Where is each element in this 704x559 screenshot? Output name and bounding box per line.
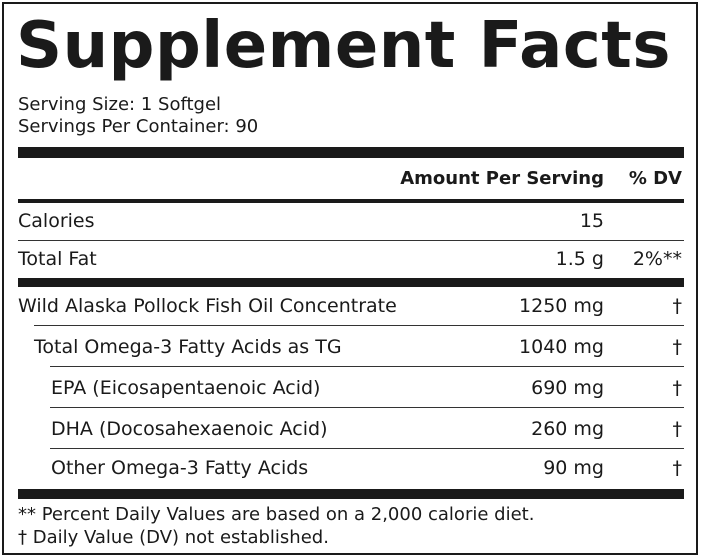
header-divider bbox=[18, 199, 684, 203]
total-fat-amount: 1.5 g bbox=[555, 248, 604, 270]
ingredient-amount: 1250 mg bbox=[519, 295, 604, 317]
ingredient-dv: † bbox=[672, 377, 683, 399]
ingredient-label: Total Omega-3 Fatty Acids as TG bbox=[34, 336, 342, 358]
ingredient-amount: 1040 mg bbox=[519, 336, 604, 358]
ingredient-amount: 690 mg bbox=[531, 377, 604, 399]
ingredient-label: Wild Alaska Pollock Fish Oil Concentrate bbox=[18, 295, 397, 317]
dv-header: % DV bbox=[628, 168, 682, 189]
row-divider bbox=[18, 240, 684, 241]
row-divider bbox=[34, 325, 684, 326]
ingredient-label: Other Omega-3 Fatty Acids bbox=[51, 457, 309, 479]
servings-per-container: Servings Per Container: 90 bbox=[18, 116, 259, 137]
ingredient-row: EPA (Eicosapentaenoic Acid) 690 mg † bbox=[18, 369, 684, 407]
thick-divider-middle bbox=[18, 278, 684, 287]
thick-divider-top bbox=[18, 147, 684, 158]
ingredient-dv: † bbox=[672, 336, 683, 358]
calories-label: Calories bbox=[18, 210, 95, 232]
ingredient-dv: † bbox=[672, 295, 683, 317]
calories-row: Calories 15 bbox=[18, 202, 684, 240]
ingredient-row: Other Omega-3 Fatty Acids 90 mg † bbox=[18, 449, 684, 487]
ingredient-dv: † bbox=[672, 457, 683, 479]
row-divider bbox=[50, 407, 684, 408]
ingredient-label: DHA (Docosahexaenoic Acid) bbox=[51, 418, 328, 440]
footnote-dv-not-established: † Daily Value (DV) not established. bbox=[18, 527, 329, 548]
amount-header: Amount Per Serving bbox=[400, 168, 604, 189]
panel-title: Supplement Facts bbox=[16, 9, 671, 83]
calories-amount: 15 bbox=[579, 210, 604, 232]
ingredient-amount: 90 mg bbox=[543, 457, 604, 479]
total-fat-dv: 2%** bbox=[632, 248, 682, 270]
ingredient-row: Wild Alaska Pollock Fish Oil Concentrate… bbox=[18, 287, 684, 325]
total-fat-label: Total Fat bbox=[18, 248, 97, 270]
supplement-facts-panel: Supplement Facts Serving Size: 1 Softgel… bbox=[2, 2, 698, 555]
thick-divider-bottom bbox=[18, 489, 684, 499]
ingredient-dv: † bbox=[672, 418, 683, 440]
row-divider bbox=[50, 448, 684, 449]
column-header-row: Amount Per Serving % DV bbox=[18, 160, 684, 198]
ingredient-row: Total Omega-3 Fatty Acids as TG 1040 mg … bbox=[18, 328, 684, 366]
ingredient-label: EPA (Eicosapentaenoic Acid) bbox=[51, 377, 321, 399]
footnote-dv-basis: ** Percent Daily Values are based on a 2… bbox=[18, 504, 535, 525]
row-divider bbox=[50, 366, 684, 367]
total-fat-row: Total Fat 1.5 g 2%** bbox=[18, 240, 684, 278]
ingredient-row: DHA (Docosahexaenoic Acid) 260 mg † bbox=[18, 410, 684, 448]
ingredient-amount: 260 mg bbox=[531, 418, 604, 440]
serving-size: Serving Size: 1 Softgel bbox=[18, 94, 222, 115]
